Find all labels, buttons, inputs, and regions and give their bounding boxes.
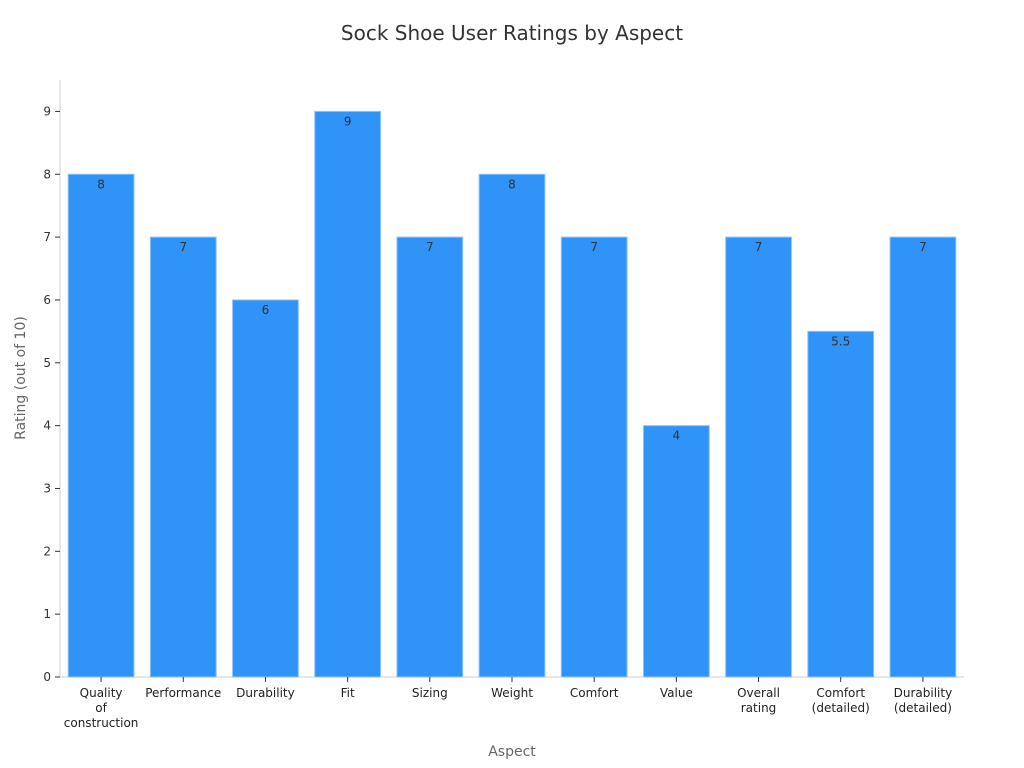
data-label: 7 <box>755 240 763 254</box>
x-tick-label-line: (detailed) <box>894 701 952 715</box>
bar <box>478 173 546 678</box>
bar <box>642 425 710 678</box>
y-tick-label: 2 <box>43 544 51 558</box>
y-tick-label: 7 <box>43 230 51 244</box>
x-tick-label-line: Quality <box>80 686 123 700</box>
x-tick-label: Performance <box>145 686 221 700</box>
y-tick-label: 3 <box>43 481 51 495</box>
y-tick-label: 1 <box>43 607 51 621</box>
y-tick-label: 5 <box>43 356 51 370</box>
data-label: 9 <box>344 114 352 128</box>
data-label: 5.5 <box>831 334 850 348</box>
bar <box>560 236 628 678</box>
bar <box>725 236 792 678</box>
x-tick-label: Fit <box>341 686 355 700</box>
x-tick-label: Comfort (detailed) <box>812 686 870 715</box>
y-tick-label: 9 <box>43 104 51 118</box>
x-tick-label: Overall rating <box>737 686 780 715</box>
bar <box>889 236 957 678</box>
data-label: 6 <box>262 303 270 317</box>
bar <box>807 330 875 678</box>
bar <box>396 236 464 678</box>
data-label: 4 <box>673 429 681 443</box>
x-tick-label-line: rating <box>741 701 777 715</box>
bar <box>67 173 135 678</box>
y-tick-label: 8 <box>43 167 51 181</box>
x-tick-label-line: of <box>95 701 107 715</box>
x-tick-label-line: Value <box>660 686 693 700</box>
x-tick-label: Durability <box>236 686 295 700</box>
bar <box>314 110 382 678</box>
data-label: 7 <box>426 240 434 254</box>
x-tick-label: Value <box>660 686 693 700</box>
data-label: 7 <box>590 240 598 254</box>
x-tick-label-line: Durability <box>236 686 295 700</box>
bar <box>232 299 299 678</box>
y-tick-label: 0 <box>43 670 51 684</box>
x-tick-label-line: Durability <box>894 686 953 700</box>
y-tick-label: 4 <box>43 419 51 433</box>
x-tick-label-line: Sizing <box>412 686 448 700</box>
x-tick-label-line: Comfort <box>816 686 865 700</box>
data-label: 7 <box>179 240 187 254</box>
x-tick-label-line: Weight <box>491 686 533 700</box>
x-tick-label: Quality of construction <box>64 686 139 730</box>
x-tick-label-line: Fit <box>341 686 355 700</box>
x-tick-label-line: (detailed) <box>812 701 870 715</box>
data-label: 7 <box>919 240 927 254</box>
x-axis-label: Aspect <box>488 744 536 760</box>
x-tick-label-line: construction <box>64 716 139 730</box>
data-label: 8 <box>97 177 105 191</box>
chart-title: Sock Shoe User Ratings by Aspect <box>341 21 683 45</box>
x-tick-label-line: Performance <box>145 686 221 700</box>
x-tick-label: Sizing <box>412 686 448 700</box>
x-tick-label-line: Comfort <box>570 686 619 700</box>
y-tick-label: 6 <box>43 293 51 307</box>
data-label: 8 <box>508 177 516 191</box>
x-tick-label: Durability (detailed) <box>894 686 953 715</box>
x-tick-label: Weight <box>491 686 533 700</box>
y-axis-label: Rating (out of 10) <box>13 316 29 440</box>
x-tick-label-line: Overall <box>737 686 780 700</box>
x-tick-label: Comfort <box>570 686 619 700</box>
bar <box>149 236 217 678</box>
